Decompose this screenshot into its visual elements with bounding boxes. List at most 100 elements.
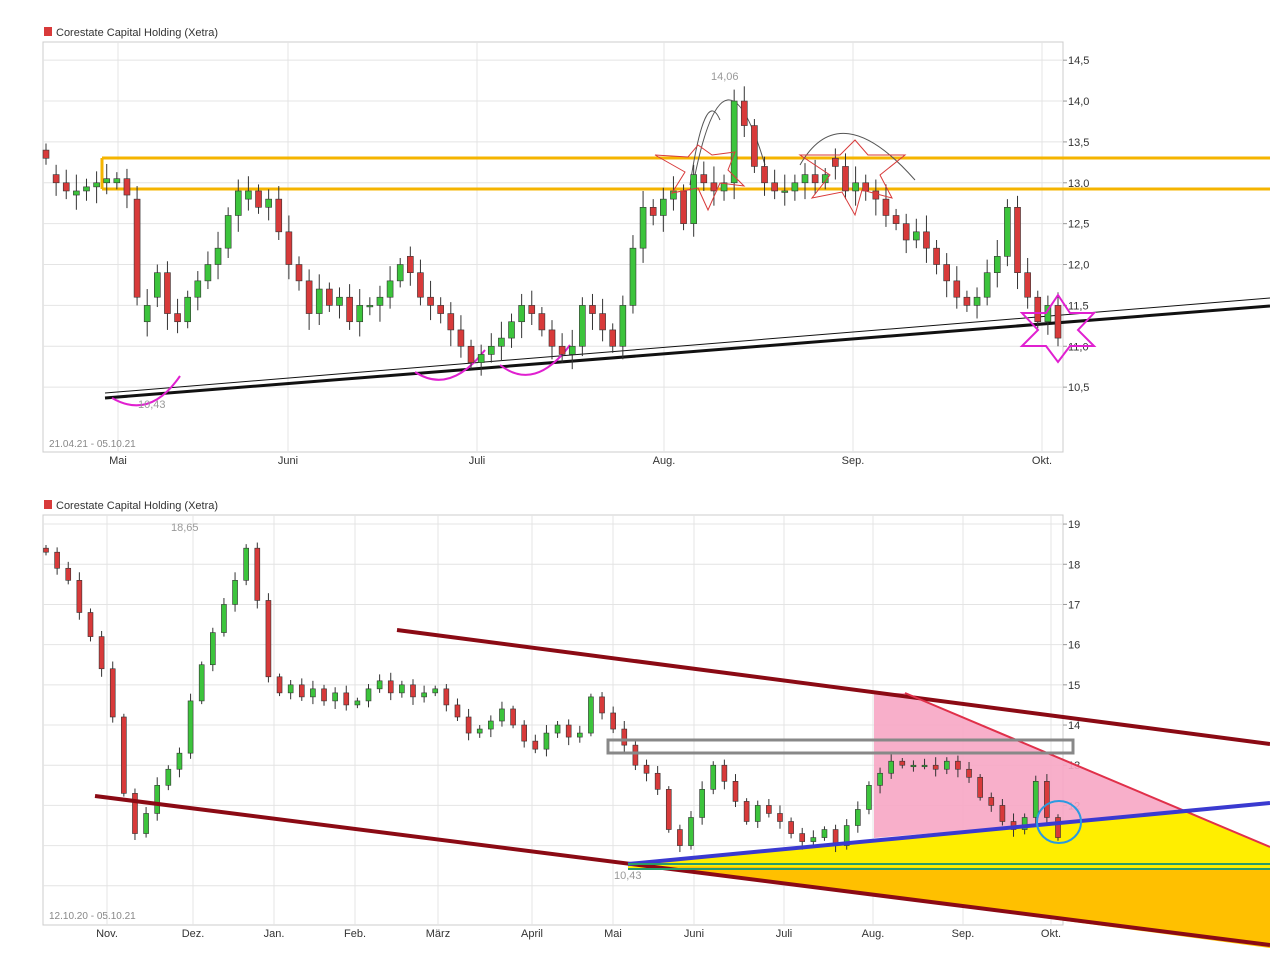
candle-down: [740, 100, 748, 126]
bottom-legend-swatch: [44, 500, 52, 509]
top-star-left: [654, 144, 746, 212]
candle-up: [791, 182, 799, 192]
candle-down: [275, 198, 283, 233]
candle-up: [204, 264, 212, 282]
candle-up: [720, 182, 728, 192]
x-tick-label: Sep.: [842, 455, 865, 467]
bottom-high-label: 18,65: [171, 522, 199, 534]
candle-down: [76, 580, 83, 613]
candle-down: [410, 684, 416, 698]
candle-up: [554, 724, 561, 734]
candle-down: [62, 182, 70, 192]
candle-up: [943, 760, 950, 770]
candle-up: [143, 813, 149, 834]
candle-down: [298, 684, 305, 698]
candle-up: [432, 688, 439, 694]
y-tick-label: 12,0: [1068, 260, 1089, 272]
candle-up: [93, 182, 100, 188]
candle-up: [993, 256, 1001, 273]
candle-down: [933, 247, 940, 265]
top-y-axis: 10,5 11,0 11,5 12,0 12,5 13,0 13,5 14,0 14,5: [1063, 55, 1089, 394]
bottom-highlight-circle: [1036, 800, 1082, 844]
candle-up: [332, 692, 338, 702]
candle-down: [510, 708, 516, 726]
candle-down: [538, 313, 546, 331]
candle-up: [376, 296, 384, 306]
x-tick-label: Okt.: [1041, 928, 1061, 940]
candle-down: [454, 704, 461, 718]
candle-up: [245, 190, 252, 200]
candle-up: [421, 692, 427, 698]
y-tick-label: 16: [1068, 640, 1080, 652]
candle-down: [326, 288, 333, 306]
candle-up: [588, 696, 594, 734]
top-chart-title: Corestate Capital Holding (Xetra): [56, 27, 218, 39]
candle-down: [465, 716, 472, 734]
top-plot-frame: [42, 41, 1064, 453]
candle-down: [467, 345, 475, 363]
candle-up: [165, 768, 172, 786]
candle-down: [732, 781, 739, 802]
y-tick-label: 11,0: [1068, 341, 1089, 353]
candle-down: [42, 149, 50, 159]
candle-down: [862, 182, 870, 192]
candle-down: [1024, 272, 1031, 298]
candle-down: [999, 805, 1006, 822]
candle-up: [577, 732, 583, 738]
candle-up: [518, 305, 525, 323]
candle-down: [700, 174, 708, 184]
bottom-resistance-box: [606, 738, 1075, 755]
candle-up: [568, 345, 576, 355]
candle-up: [499, 708, 505, 722]
x-tick-label: März: [426, 928, 450, 940]
y-tick-label: 10,5: [1068, 382, 1089, 394]
candle-up: [143, 305, 151, 323]
candle-down: [528, 305, 536, 314]
bottom-red-trendline: [904, 692, 1270, 848]
candle-down: [643, 764, 650, 774]
x-tick-label: Aug.: [862, 928, 885, 940]
candle-down: [621, 728, 628, 746]
candle-down: [521, 724, 527, 742]
top-chart: Corestate Capital Holding (Xetra) 10,5 11…: [42, 27, 1270, 467]
candle-up: [198, 664, 205, 702]
candle-down: [109, 668, 116, 718]
candle-up: [113, 178, 121, 184]
candle-down: [343, 692, 350, 706]
candle-up: [619, 305, 627, 347]
candle-up: [821, 174, 829, 184]
bottom-pink-zone: [874, 693, 1190, 838]
candle-up: [543, 732, 550, 750]
candle-down: [532, 740, 539, 750]
candle-up: [265, 198, 272, 208]
candle-up: [287, 684, 294, 694]
y-tick-label: 12,5: [1068, 219, 1089, 231]
candle-down: [295, 264, 303, 282]
candle-down: [610, 712, 616, 730]
bottom-chart: Corestate Capital Holding (Xetra) 101112…: [42, 500, 1270, 948]
bottom-blue-trendline: [627, 801, 1270, 866]
candle-down: [1054, 305, 1062, 339]
candle-up: [176, 752, 183, 770]
candle-up: [498, 337, 505, 347]
candle-up: [660, 198, 667, 216]
candle-up: [356, 305, 364, 323]
candle-up: [488, 720, 494, 730]
candle-up: [399, 684, 405, 694]
bottom-channel-upper: [396, 628, 1270, 746]
x-tick-label: Dez.: [182, 928, 205, 940]
candle-up: [639, 207, 647, 249]
candle-up: [699, 789, 705, 818]
candle-down: [132, 793, 138, 834]
bottom-date-range: 12.10.20 - 05.10.21: [49, 911, 136, 922]
candle-up: [194, 280, 202, 298]
candle-up: [243, 547, 249, 581]
x-tick-label: Nov.: [96, 928, 118, 940]
candle-up: [877, 772, 883, 786]
candle-up: [154, 272, 161, 298]
candle-down: [123, 178, 131, 196]
candle-down: [87, 612, 94, 637]
y-tick-label: 11,5: [1068, 300, 1089, 312]
candle-down: [665, 789, 672, 830]
